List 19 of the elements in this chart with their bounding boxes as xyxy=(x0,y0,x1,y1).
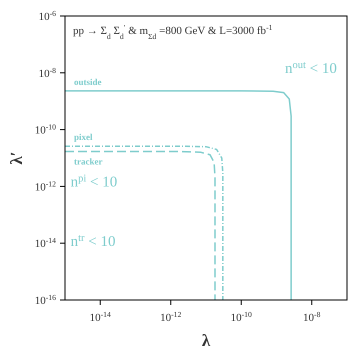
y-tick-label: 10$^{-10}$ xyxy=(34,122,56,137)
y-tick-label: 10$^{-16}$ xyxy=(34,292,56,307)
y-tick-label: 10$^{-6}$ xyxy=(38,8,56,23)
y-tick-label: 10$^{-8}$ xyxy=(38,65,56,80)
x-tick-label: 10$^{-10}$ xyxy=(230,310,252,324)
chart-title: pp → Σ$_{d}$ Σ$_{d}$$^{′}$ & m$_{Σd}$ =800 GeV & L=3000 fb$^{-1}$ xyxy=(73,22,272,40)
x-tick-label: 10$^{-12}$ xyxy=(160,310,182,324)
y-tick-label: 10$^{-12}$ xyxy=(34,178,56,194)
y-axis-title: λ′ xyxy=(7,151,26,165)
annotation: n$^{out}$ < 10 xyxy=(284,59,337,77)
annotation: n$^{pi}$ < 10 xyxy=(70,172,118,190)
series-label: outside xyxy=(74,76,102,87)
series-label: pixel xyxy=(74,132,93,142)
annotation: n$^{tr}$ < 10 xyxy=(70,232,116,250)
x-axis-title: λ xyxy=(202,331,211,350)
series-label: tracker xyxy=(74,156,102,166)
y-tick-label: 10$^{-14}$ xyxy=(34,236,56,250)
x-tick-label: 10$^{-8}$ xyxy=(303,310,321,324)
x-tick-label: 10$^{-14}$ xyxy=(90,310,112,324)
